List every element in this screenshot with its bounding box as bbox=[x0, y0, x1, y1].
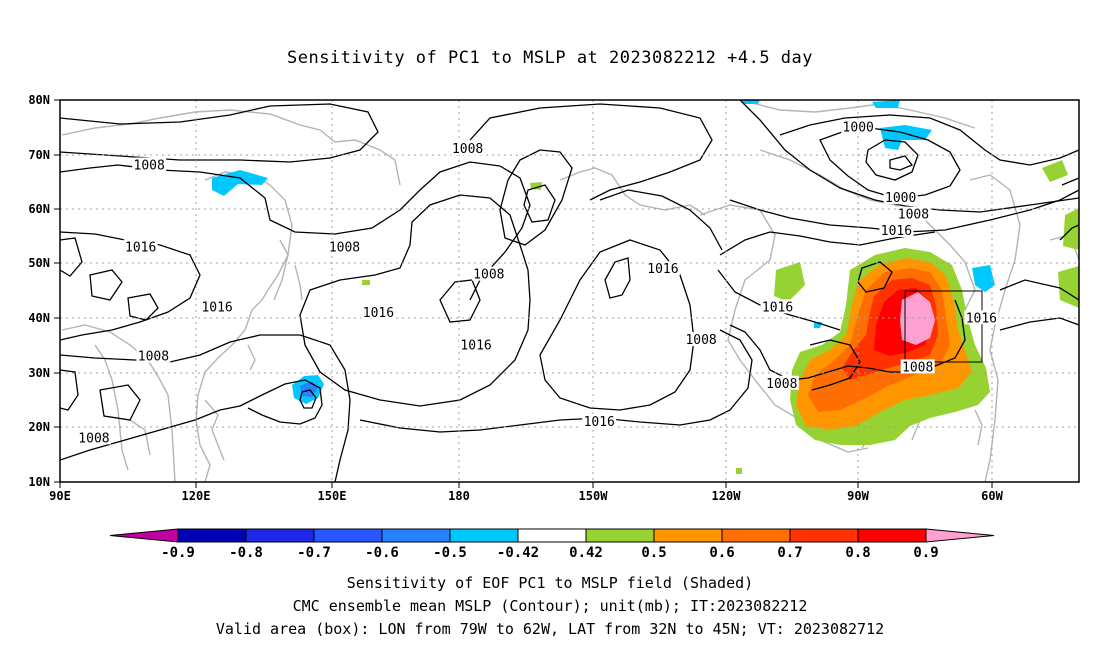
colorbar-swatch bbox=[721, 528, 791, 543]
contour-label-bg bbox=[582, 413, 617, 428]
contour-label: 1008 bbox=[766, 377, 797, 392]
contour-label-bg bbox=[896, 206, 931, 221]
colorbar-swatch bbox=[789, 528, 859, 543]
colorbar-max-arrow bbox=[925, 528, 995, 543]
colorbar-swatch bbox=[449, 528, 519, 543]
lon-label: 120E bbox=[182, 489, 211, 503]
colorbar-label: 0.8 bbox=[845, 545, 870, 561]
contour-label: 1016 bbox=[647, 262, 678, 277]
contour-label-bg bbox=[841, 119, 876, 134]
caption-line-3: Valid area (box): LON from 79W to 62W, L… bbox=[215, 620, 885, 638]
lon-label: 150E bbox=[318, 489, 347, 503]
valid-area-box bbox=[904, 290, 983, 363]
lat-label: 40N bbox=[28, 311, 50, 325]
lon-label: 120W bbox=[712, 489, 742, 503]
map-plot: 1008101610161008100810081016100810081016… bbox=[60, 100, 1079, 482]
colorbar-swatch bbox=[517, 528, 587, 543]
lon-labels: 90E 120E 150E 180 150W 120W 90W 60W bbox=[49, 489, 1003, 503]
contour-label-bg bbox=[200, 299, 235, 314]
lat-label: 30N bbox=[28, 366, 50, 380]
colorbar-label: -0.6 bbox=[365, 545, 399, 561]
contour-label-bg bbox=[136, 348, 171, 363]
contour-label: 1016 bbox=[762, 300, 793, 315]
colorbar-swatch bbox=[585, 528, 655, 543]
contour-label: 1016 bbox=[881, 224, 912, 239]
colorbar-label: 0.9 bbox=[913, 545, 938, 561]
contour-label-bg bbox=[450, 141, 485, 156]
contour-label: 1016 bbox=[201, 300, 232, 315]
contour-label-bg bbox=[879, 222, 914, 237]
colorbar-swatch bbox=[857, 528, 927, 543]
contour-label: 1016 bbox=[584, 415, 615, 430]
contour-label-bg bbox=[327, 239, 362, 254]
contour-label: 1008 bbox=[902, 360, 933, 375]
contour-label-bg bbox=[361, 304, 396, 319]
lat-label: 70N bbox=[28, 148, 50, 162]
lat-label: 80N bbox=[28, 93, 50, 107]
contour-label: 1008 bbox=[473, 268, 504, 283]
contour-label-bg bbox=[900, 359, 935, 374]
colorbar-swatch bbox=[245, 528, 315, 543]
caption-line-1: Sensitivity of EOF PC1 to MSLP field (Sh… bbox=[346, 574, 754, 592]
contour-label-bg bbox=[964, 310, 999, 325]
colorbar-swatch bbox=[313, 528, 383, 543]
chart-title: Sensitivity of PC1 to MSLP at 2023082212… bbox=[286, 48, 813, 68]
contour-label: 1008 bbox=[329, 240, 360, 255]
contour-label-bg bbox=[684, 332, 719, 347]
colorbar-label: 0.42 bbox=[569, 545, 603, 561]
contour-label-bg bbox=[760, 299, 795, 314]
contour-label: 1008 bbox=[685, 333, 716, 348]
lon-label: 180 bbox=[448, 489, 470, 503]
colorbar-min-arrow bbox=[109, 528, 179, 543]
contour-label-bg bbox=[76, 430, 111, 445]
contour-label-bg bbox=[459, 337, 494, 352]
lat-label: 60N bbox=[28, 202, 50, 216]
contour-label-bg bbox=[645, 261, 680, 276]
colorbar-label: 0.6 bbox=[709, 545, 734, 561]
lon-label: 60W bbox=[981, 489, 1003, 503]
contour-label: 1016 bbox=[363, 306, 394, 321]
colorbar-label: 0.7 bbox=[777, 545, 802, 561]
gridlines bbox=[60, 100, 1079, 482]
contour-label: 1016 bbox=[460, 339, 491, 354]
colorbar-swatch bbox=[653, 528, 723, 543]
contour-label: 1008 bbox=[452, 142, 483, 157]
contour-label: 1008 bbox=[134, 158, 165, 173]
sensitivity-shading bbox=[212, 100, 1079, 474]
contour-label-bg bbox=[883, 190, 918, 205]
contour-labels: 1008101610161008100810081016100810081016… bbox=[76, 119, 999, 446]
lon-label: 90W bbox=[847, 489, 869, 503]
lat-label: 20N bbox=[28, 420, 50, 434]
contour-label-bg bbox=[132, 157, 167, 172]
colorbar-swatch bbox=[177, 528, 247, 543]
colorbar-label: -0.42 bbox=[497, 545, 539, 561]
colorbar-label: -0.7 bbox=[297, 545, 331, 561]
lat-label: 10N bbox=[28, 475, 50, 489]
contour-label: 1008 bbox=[78, 431, 109, 446]
contour-label-bg bbox=[764, 375, 799, 390]
colorbar-label: -0.5 bbox=[433, 545, 467, 561]
contour-label-bg bbox=[471, 266, 506, 281]
contour-label: 1008 bbox=[138, 349, 169, 364]
colorbar-label: -0.9 bbox=[161, 545, 195, 561]
colorbar: -0.9 -0.8 -0.7 -0.6 -0.5 -0.42 0.42 0.5 0.6 0.7 0.… bbox=[109, 528, 995, 561]
contour-label: 1000 bbox=[843, 120, 874, 135]
lat-label: 50N bbox=[28, 256, 50, 270]
contour-label: 1000 bbox=[885, 191, 916, 206]
contour-label: 1016 bbox=[966, 311, 997, 326]
contour-label: 1016 bbox=[125, 240, 156, 255]
caption-line-2: CMC ensemble mean MSLP (Contour); unit(m… bbox=[292, 597, 808, 615]
contour-label: 1008 bbox=[898, 208, 929, 223]
lon-label: 90E bbox=[49, 489, 71, 503]
colorbar-label: -0.8 bbox=[229, 545, 263, 561]
contour-label-bg bbox=[123, 239, 158, 254]
colorbar-label: 0.5 bbox=[641, 545, 666, 561]
axis-ticks bbox=[54, 99, 993, 488]
lat-labels: 80N 70N 60N 50N 40N 30N 20N 10N bbox=[28, 93, 50, 489]
colorbar-swatch bbox=[381, 528, 451, 543]
map-frame bbox=[59, 99, 1080, 483]
lon-label: 150W bbox=[579, 489, 609, 503]
